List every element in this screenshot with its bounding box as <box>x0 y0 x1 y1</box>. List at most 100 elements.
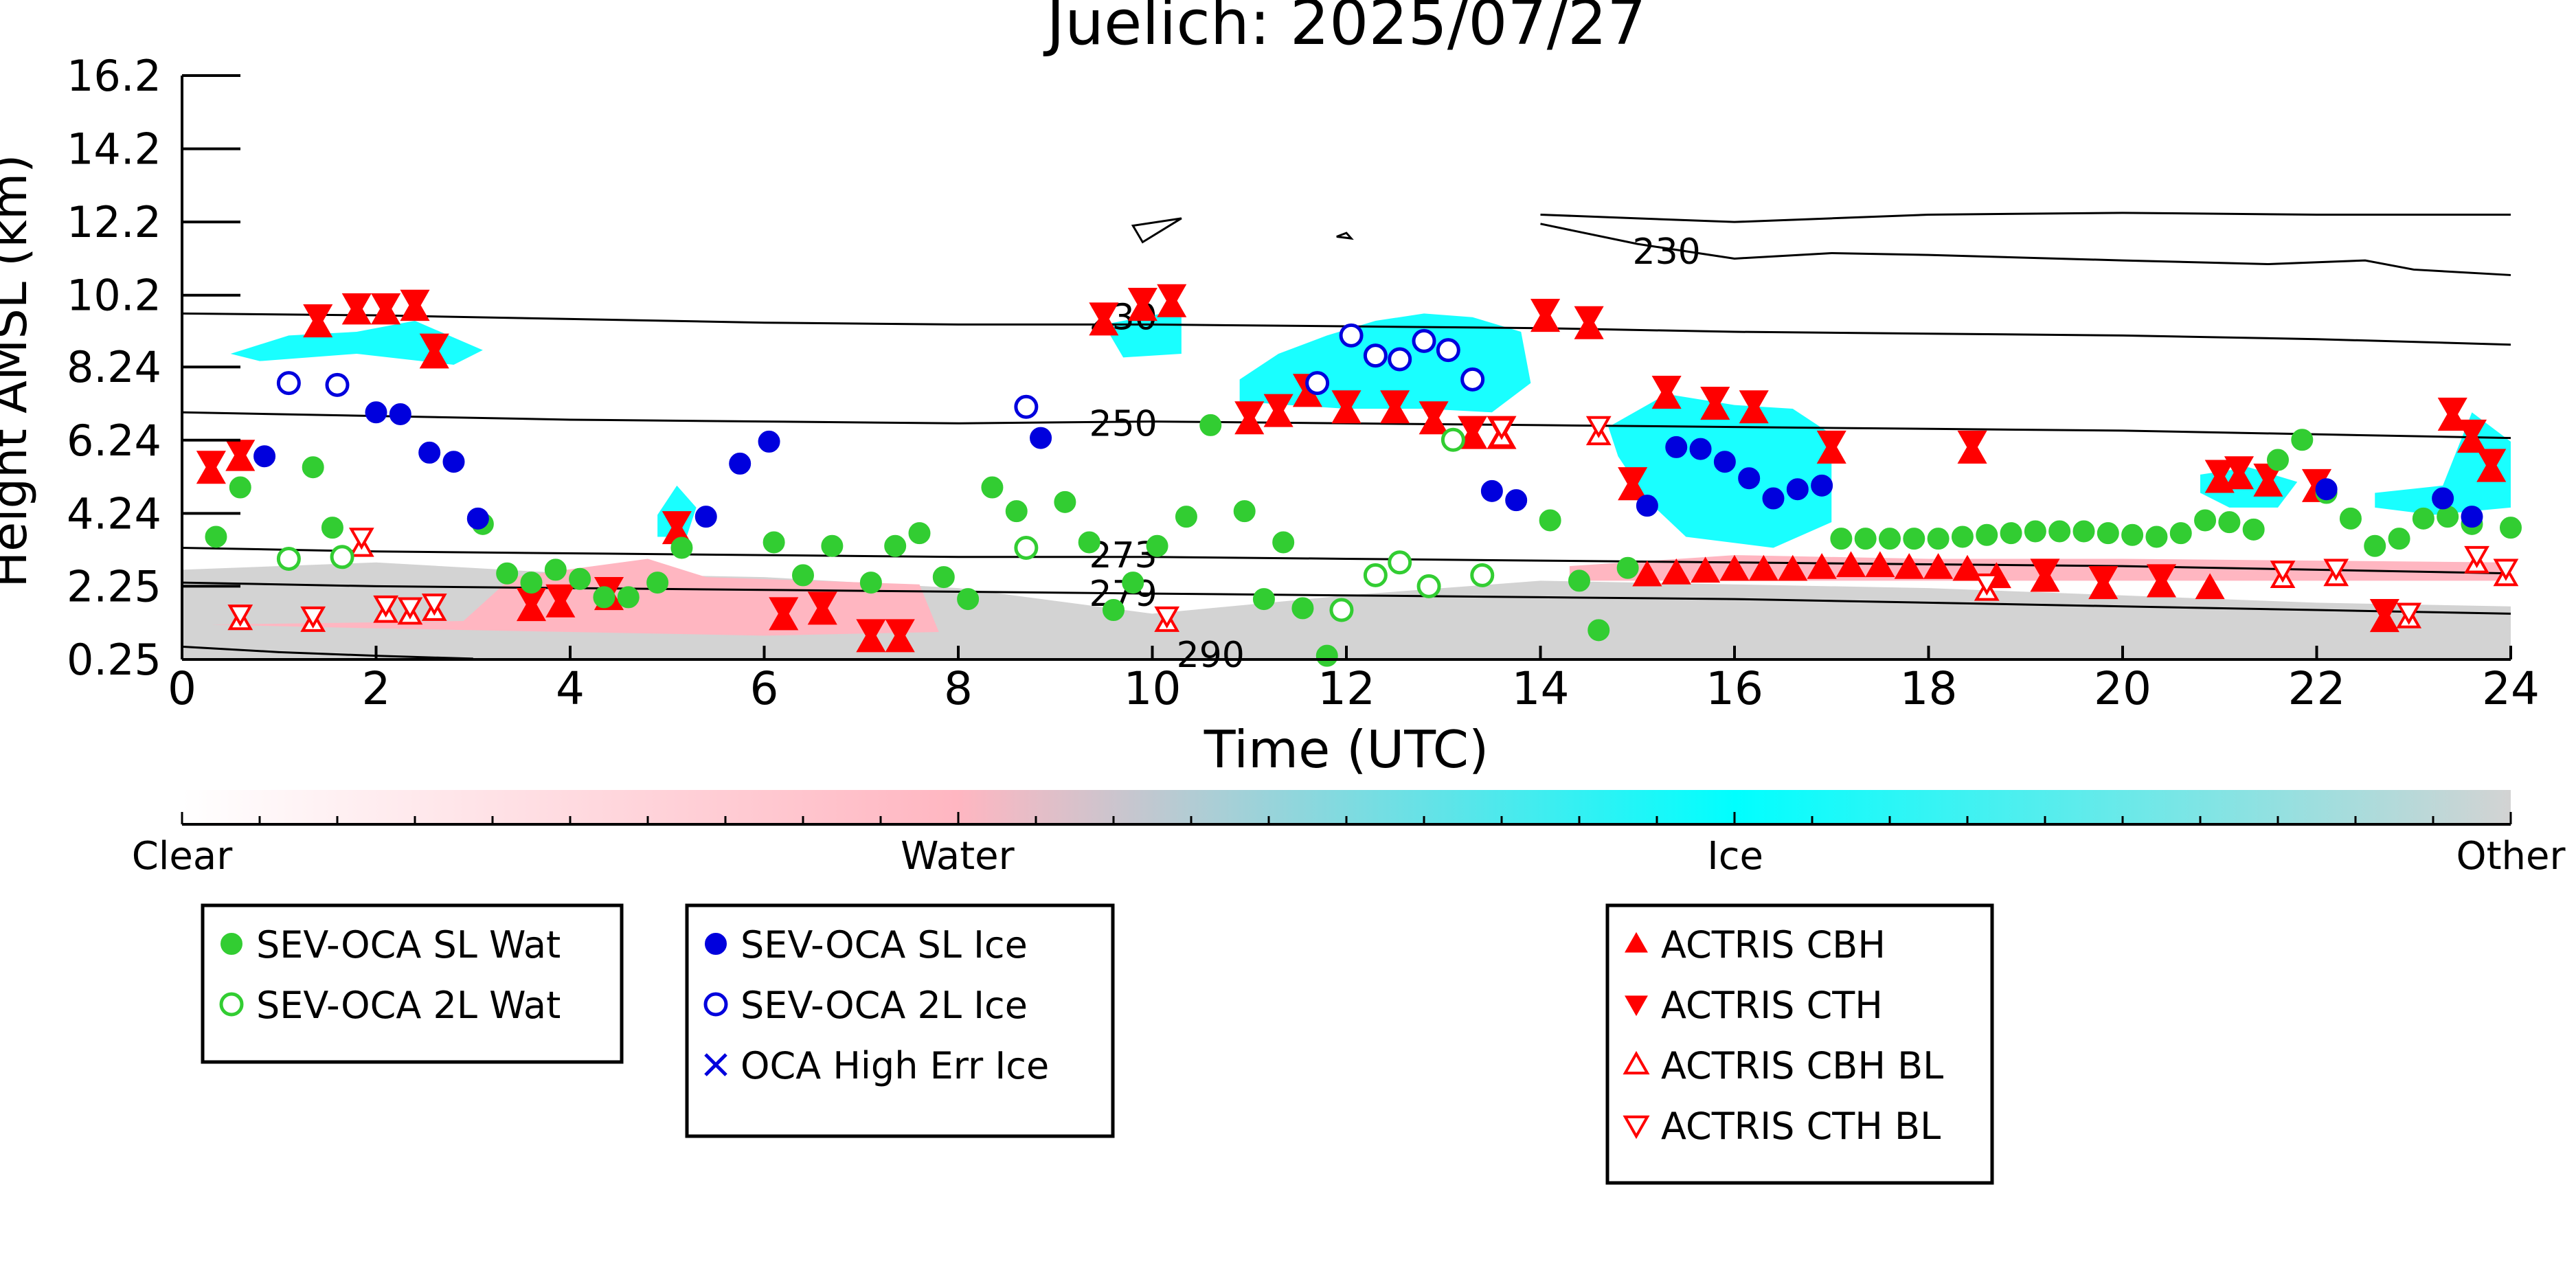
legend-marker-actris-cth <box>1625 995 1648 1017</box>
legend-label: SEV-OCA 2L Wat <box>256 984 561 1027</box>
data-point-sev-oca-2l-wat <box>1388 550 1412 575</box>
data-point-actris-cth <box>2204 460 2235 486</box>
x-axis-label: Time (UTC) <box>1204 719 1489 780</box>
y-tick-label: 4.24 <box>67 488 161 539</box>
data-point-sev-oca-sl-wat <box>302 456 324 479</box>
data-point-actris-cbh <box>1923 553 1954 579</box>
data-point-sev-oca-2l-ice <box>1305 371 1330 396</box>
legend-marker-oca-high-err-ice <box>704 1053 727 1076</box>
data-point-sev-oca-2l-ice <box>1460 367 1485 392</box>
legend-frame <box>685 903 1115 1138</box>
contour-line <box>181 645 473 660</box>
data-point-actris-cth-bl <box>348 528 374 550</box>
data-point-sev-oca-sl-ice <box>694 506 717 528</box>
data-point-sev-oca-sl-wat <box>2267 449 2289 471</box>
data-point-sev-oca-sl-wat <box>2097 522 2119 545</box>
data-point-sev-oca-sl-wat <box>2218 511 2241 534</box>
data-point-sev-oca-2l-wat <box>330 545 354 569</box>
data-point-actris-cbh <box>1691 556 1721 583</box>
contour-line <box>1540 223 2511 276</box>
data-point-sev-oca-sl-wat <box>2437 506 2459 528</box>
data-point-sev-oca-sl-wat <box>1951 526 1974 548</box>
data-point-actris-cth <box>2369 599 2399 625</box>
data-point-sev-oca-sl-ice <box>1636 495 1658 517</box>
data-point-sev-oca-sl-wat <box>932 566 955 589</box>
legend-frame <box>1605 903 1994 1185</box>
data-point-actris-cth <box>400 289 430 316</box>
x-tick-label: 8 <box>944 662 973 715</box>
legend-marker-sev-oca-2l-wat <box>219 992 244 1017</box>
colorbar-label: Ice <box>1707 834 1763 879</box>
contour-label: 250 <box>1089 403 1157 444</box>
data-point-sev-oca-2l-wat <box>1440 427 1465 452</box>
data-point-sev-oca-sl-wat <box>520 572 543 594</box>
data-point-sev-oca-sl-wat <box>1199 414 1222 436</box>
data-point-actris-cth <box>2437 397 2467 424</box>
data-point-actris-cth-bl <box>2323 558 2349 581</box>
data-point-sev-oca-sl-wat <box>821 534 844 557</box>
data-point-actris-cth <box>1127 288 1157 314</box>
data-point-sev-oca-sl-ice <box>442 451 465 473</box>
contour-line <box>181 546 2511 575</box>
data-point-actris-cth-bl <box>1154 606 1180 629</box>
data-point-sev-oca-2l-ice <box>1014 394 1039 419</box>
data-point-sev-oca-sl-wat <box>1078 531 1100 554</box>
data-point-actris-cbh <box>1778 554 1808 581</box>
data-point-actris-cth <box>2030 558 2060 585</box>
data-point-sev-oca-sl-wat <box>1927 528 1950 550</box>
data-point-sev-oca-sl-wat <box>2145 526 2168 548</box>
data-point-sev-oca-sl-wat <box>1854 528 1877 550</box>
data-point-sev-oca-2l-wat <box>1329 598 1354 622</box>
x-tick-label: 12 <box>1318 662 1375 715</box>
data-point-actris-cth <box>1234 401 1265 427</box>
data-point-sev-oca-sl-wat <box>1054 490 1076 513</box>
data-point-sev-oca-2l-wat <box>1014 535 1039 560</box>
y-tick-label: 16.2 <box>67 51 161 101</box>
contour-label: 290 <box>1177 635 1245 676</box>
data-point-actris-cth <box>1419 401 1449 427</box>
data-point-actris-cth-bl <box>227 605 253 627</box>
legends: SEV-OCA SL Wat SEV-OCA 2L Wat SEV-OCA SL I… <box>201 903 1994 1185</box>
data-point-actris-cth <box>225 440 256 466</box>
data-point-sev-oca-sl-wat <box>1272 531 1295 554</box>
data-point-sev-oca-sl-wat <box>792 564 814 587</box>
data-point-sev-oca-sl-wat <box>2169 522 2192 545</box>
data-point-actris-cth <box>1739 390 1769 417</box>
data-point-actris-cth <box>371 293 401 319</box>
data-point-sev-oca-sl-wat <box>1539 509 1561 532</box>
data-point-sev-oca-sl-wat <box>321 517 343 539</box>
legend-label: ACTRIS CBH <box>1661 923 1886 967</box>
data-point-sev-oca-sl-ice <box>466 507 489 530</box>
data-point-actris-cth <box>1331 390 1362 417</box>
y-tick-label: 6.24 <box>67 416 161 466</box>
data-point-sev-oca-sl-wat <box>1830 528 1853 550</box>
data-point-sev-oca-sl-wat <box>957 588 980 611</box>
data-point-actris-cth-bl <box>300 606 326 629</box>
data-point-actris-cth <box>419 333 449 360</box>
data-point-sev-oca-2l-ice <box>1388 347 1412 372</box>
data-point-sev-oca-sl-wat <box>205 526 227 548</box>
data-point-sev-oca-sl-wat <box>1005 500 1028 523</box>
data-point-actris-cth <box>1651 375 1682 402</box>
legend-marker-sev-oca-2l-ice <box>703 992 728 1017</box>
data-point-sev-oca-sl-ice <box>253 445 276 468</box>
data-point-actris-cth-bl <box>373 595 399 618</box>
data-point-sev-oca-sl-ice <box>2461 506 2483 528</box>
x-tick-label: 4 <box>556 662 585 715</box>
data-point-actris-cbh <box>1894 553 1924 579</box>
data-point-actris-cth <box>807 591 837 618</box>
data-point-sev-oca-2l-ice <box>325 372 350 397</box>
data-point-sev-oca-sl-ice <box>389 403 411 425</box>
legend-marker-actris-cbh-bl <box>1623 1050 1650 1075</box>
data-point-sev-oca-sl-wat <box>646 572 669 594</box>
data-point-sev-oca-2l-ice <box>1339 323 1364 348</box>
data-point-sev-oca-sl-ice <box>1713 451 1736 473</box>
data-point-sev-oca-sl-wat <box>569 567 591 590</box>
legend-marker-actris-cbh <box>1625 931 1648 953</box>
data-point-actris-cth <box>2088 566 2119 592</box>
data-point-actris-cth <box>885 619 915 646</box>
data-point-actris-cth <box>1574 306 1604 332</box>
data-point-sev-oca-sl-wat <box>496 562 519 585</box>
legend-box: SEV-OCA SL Wat SEV-OCA 2L Wat <box>201 903 624 1064</box>
data-point-actris-cth-bl <box>2396 602 2422 625</box>
